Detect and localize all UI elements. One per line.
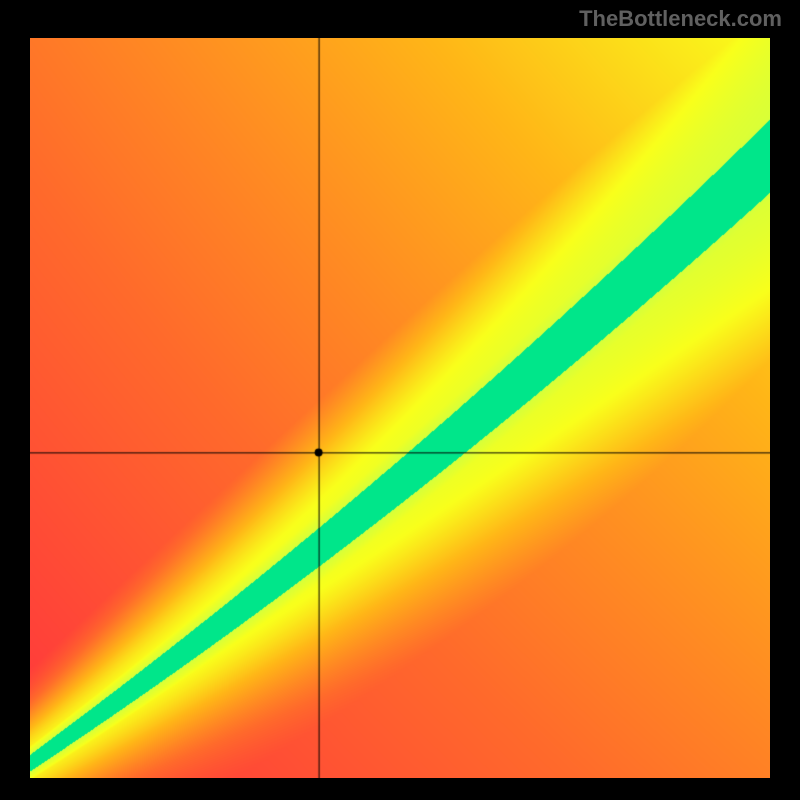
heatmap-plot	[30, 38, 770, 778]
watermark-text: TheBottleneck.com	[579, 6, 782, 32]
heatmap-canvas	[30, 38, 770, 778]
